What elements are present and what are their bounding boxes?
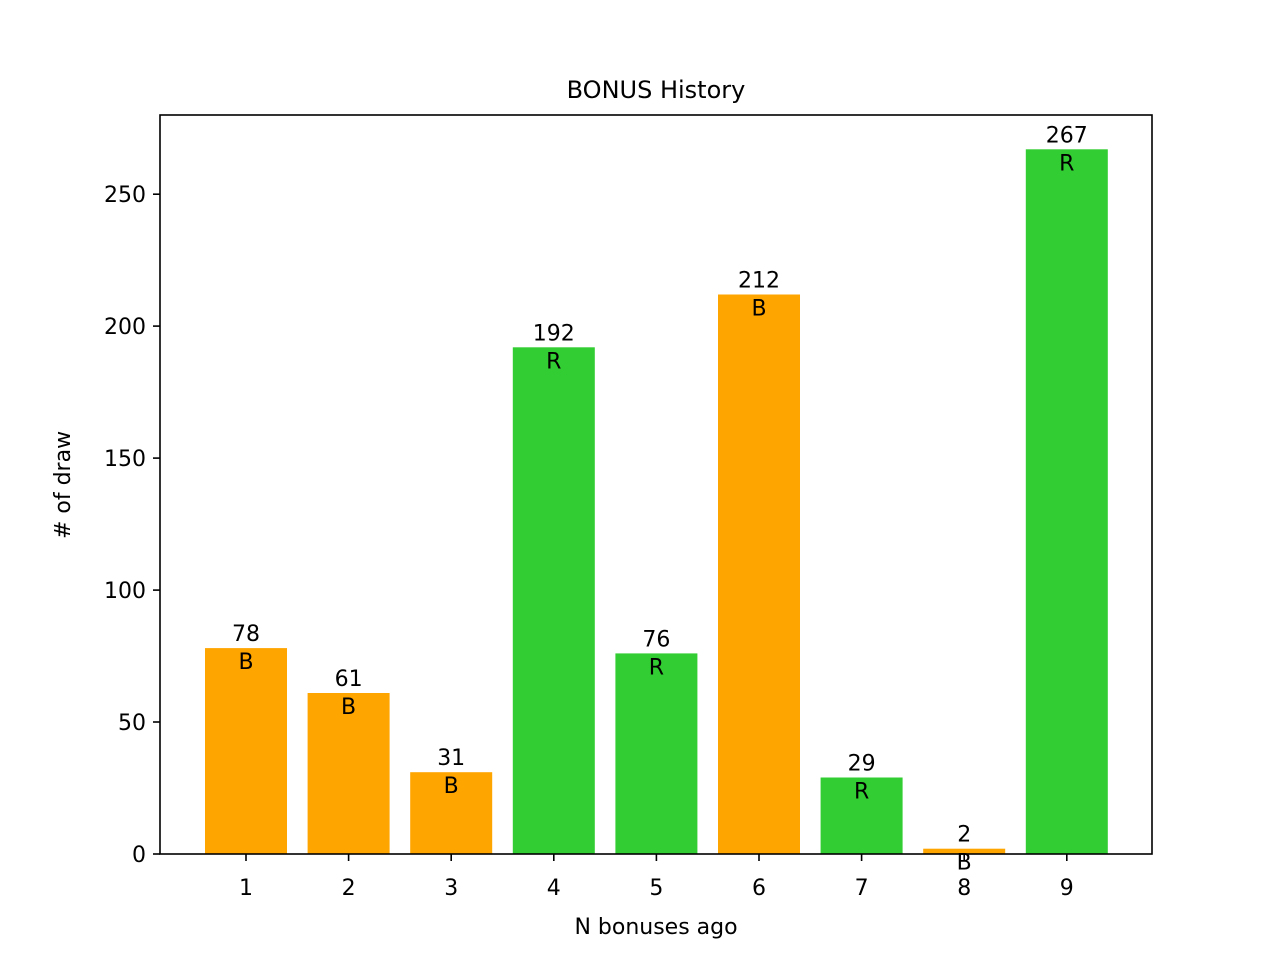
- bar-letter-label: B: [341, 695, 356, 720]
- x-tick-label: 6: [752, 876, 766, 901]
- bar-2: [307, 693, 390, 854]
- x-tick-label: 4: [547, 876, 561, 901]
- plot-frame: [159, 114, 1153, 855]
- x-axis-label: N bonuses ago: [574, 915, 737, 940]
- bar-value-label: 212: [738, 269, 780, 294]
- bar-letter-label: R: [546, 349, 561, 374]
- y-tick-label: 50: [118, 711, 146, 736]
- y-tick-label: 100: [104, 579, 146, 604]
- y-tick-label: 0: [132, 843, 146, 868]
- y-tick-label: 200: [104, 315, 146, 340]
- bar-4: [512, 347, 595, 854]
- bar-1: [205, 648, 287, 854]
- x-tick-label: 8: [957, 876, 971, 901]
- x-tick-label: 3: [444, 876, 458, 901]
- bar-value-label: 61: [335, 667, 363, 692]
- bar-letter-label: B: [238, 650, 253, 675]
- y-tick-label: 250: [104, 183, 146, 208]
- y-tick-label: 150: [104, 447, 146, 472]
- bar-value-label: 31: [437, 746, 465, 771]
- bar-value-label: 192: [533, 321, 575, 346]
- bar-3: [410, 772, 493, 854]
- chart-title: BONUS History: [567, 76, 746, 104]
- bar-6: [718, 294, 800, 854]
- bar-5: [615, 653, 698, 854]
- x-axis: 1 2 3 4 5 6 7 8 9: [239, 854, 1074, 901]
- bar-value-label: 2: [957, 823, 971, 848]
- bar-letter-label: B: [957, 851, 972, 876]
- x-tick-label: 5: [649, 876, 663, 901]
- x-tick-label: 7: [855, 876, 869, 901]
- bar-value-label: 29: [848, 752, 876, 777]
- bar-value-label: 267: [1046, 123, 1088, 148]
- bar-8: [923, 848, 1006, 854]
- bars-group: 78 B 61 B 31 B 192 R 76 R 212 B 29 R 2 B 267 R: [205, 123, 1108, 876]
- bar-letter-label: R: [1059, 151, 1074, 176]
- y-axis: 0 50 100 150 200 250: [104, 183, 160, 868]
- bar-letter-label: B: [444, 774, 459, 799]
- bar-letter-label: B: [751, 297, 766, 322]
- bar-9: [1025, 149, 1108, 855]
- bar-value-label: 78: [232, 622, 260, 647]
- x-tick-label: 2: [342, 876, 356, 901]
- y-axis-label: # of draw: [51, 431, 76, 539]
- x-tick-label: 1: [239, 876, 253, 901]
- x-tick-label: 9: [1060, 876, 1074, 901]
- bar-letter-label: R: [854, 780, 869, 805]
- bar-7: [820, 777, 903, 854]
- bar-value-label: 76: [642, 627, 670, 652]
- bar-letter-label: R: [649, 655, 664, 680]
